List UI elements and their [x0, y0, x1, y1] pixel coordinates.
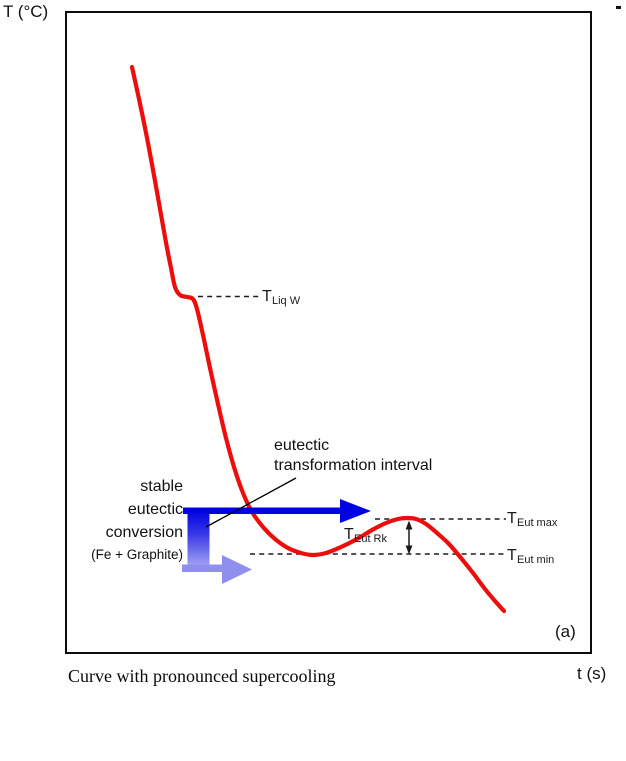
y-axis-label: T (°C)	[3, 2, 49, 21]
t-liq-w-label: TLiq W	[262, 288, 301, 307]
t-eut-rk-label: TEut Rk	[344, 526, 387, 545]
stable-conversion-annotation: stable eutectic conversion (Fe + Graphit…	[91, 478, 183, 562]
t-eut-max-label: TEut max	[507, 510, 558, 529]
figure-caption: Curve with pronounced supercooling	[68, 666, 336, 686]
eutectic-interval-annotation: eutectic transformation interval	[274, 437, 433, 474]
plot-frame	[65, 11, 592, 654]
panel-label: (a)	[555, 622, 576, 641]
t-eut-min-label: TEut min	[507, 547, 555, 566]
stray-mark	[616, 6, 621, 9]
x-axis-label: t (s)	[577, 664, 607, 683]
